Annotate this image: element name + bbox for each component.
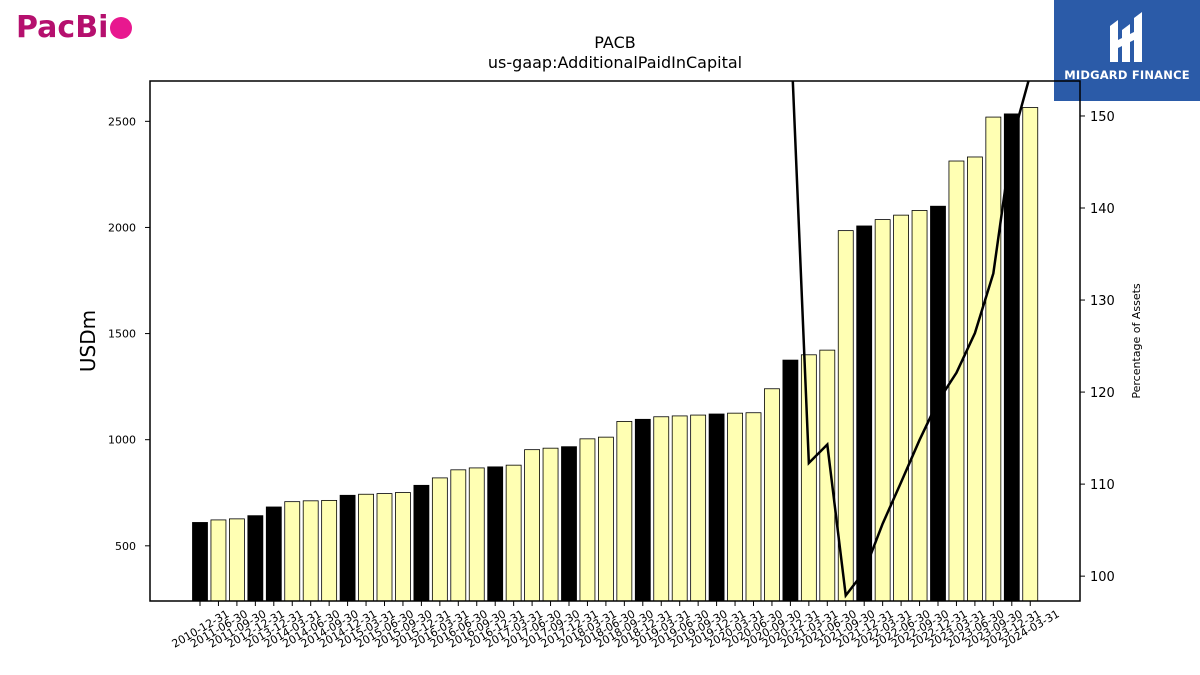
midgard-mark-icon [1110,12,1142,62]
y-tick-label: 500 [115,540,136,553]
plot-frame [149,80,1081,602]
bar-2021-03-31 [800,354,817,602]
bars-group [192,107,1039,602]
y-tick-label: 2500 [108,115,136,128]
midgard-finance-logo: MIDGARD FINANCE [1054,0,1200,101]
pct-of-assets-line [791,81,1030,599]
y-tick-label: 1500 [108,328,136,341]
bar-2018-12-31 [634,418,651,602]
bar-2015-03-31 [358,493,374,602]
bar-2014-06-30 [302,500,319,602]
bar-2020-09-30 [764,388,780,602]
bar-2017-03-31 [505,464,522,602]
x-axis: 2010-12-312011-06-302011-09-302012-12-31… [170,601,1062,651]
bar-2014-03-31 [284,501,301,602]
bar-2012-12-31 [247,515,264,602]
y2-axis: 100 110 120 130 140 150 [1080,110,1115,585]
bar-2020-12-31 [782,359,799,602]
bar-2016-03-31 [431,477,448,602]
y2-tick-label: 100 [1090,570,1115,585]
bar-2010-12-31 [192,522,208,602]
bar-2021-06-30 [819,349,836,602]
bar-2019-09-30 [690,414,707,602]
bar-2017-09-30 [542,447,559,602]
bar-2016-06-30 [450,469,467,602]
y-tick-label: 1000 [108,434,136,447]
y2-tick-label: 120 [1090,386,1115,401]
pacbio-logo: PacBi [16,10,133,45]
bar-2019-03-31 [653,416,670,602]
bar-2017-06-30 [524,449,540,602]
y-axis-label: USDm [76,310,100,372]
bar-2022-09-30 [911,210,928,602]
bar-2016-12-31 [487,466,504,602]
y-tick-label: 2000 [108,221,136,234]
bar-2014-12-31 [339,494,356,602]
bar-2014-09-30 [321,499,338,602]
bar-2020-06-30 [745,412,762,602]
bar-2023-09-30 [985,116,1002,602]
bar-2013-12-31 [265,506,282,602]
y2-tick-label: 110 [1090,478,1115,493]
y2-tick-label: 130 [1090,294,1115,309]
y2-tick-label: 140 [1090,202,1115,217]
bar-2022-03-31 [874,219,891,602]
bar-2011-06-30 [210,519,227,602]
bar-2018-09-30 [616,421,633,602]
bar-2018-03-31 [579,438,596,602]
chart-subtitle: us-gaap:AdditionalPaidInCapital [488,53,742,72]
chart-title: PACB [594,33,635,52]
y2-tick-label: 150 [1090,110,1115,125]
bar-2018-06-30 [598,436,614,602]
bar-2024-03-31 [1022,107,1039,602]
bar-2011-09-30 [228,518,245,602]
bar-2019-12-31 [708,413,725,602]
bar-2017-12-31 [561,446,577,602]
y2-axis-label: Percentage of Assets [1130,283,1143,399]
bar-2016-09-30 [468,467,485,602]
pct-line-group [791,81,1030,599]
bar-2015-09-30 [395,492,411,602]
bar-2015-12-31 [413,484,430,602]
midgard-logo-text: MIDGARD FINANCE [1064,68,1190,82]
bar-2015-06-30 [376,493,393,602]
bar-2023-06-30 [967,156,983,602]
bar-2020-03-31 [727,412,743,602]
bar-2019-06-30 [671,415,688,602]
y-axis: 500 1000 1500 2000 2500 [108,115,150,553]
bar-2021-12-31 [856,225,873,602]
bar-2022-06-30 [893,214,909,602]
